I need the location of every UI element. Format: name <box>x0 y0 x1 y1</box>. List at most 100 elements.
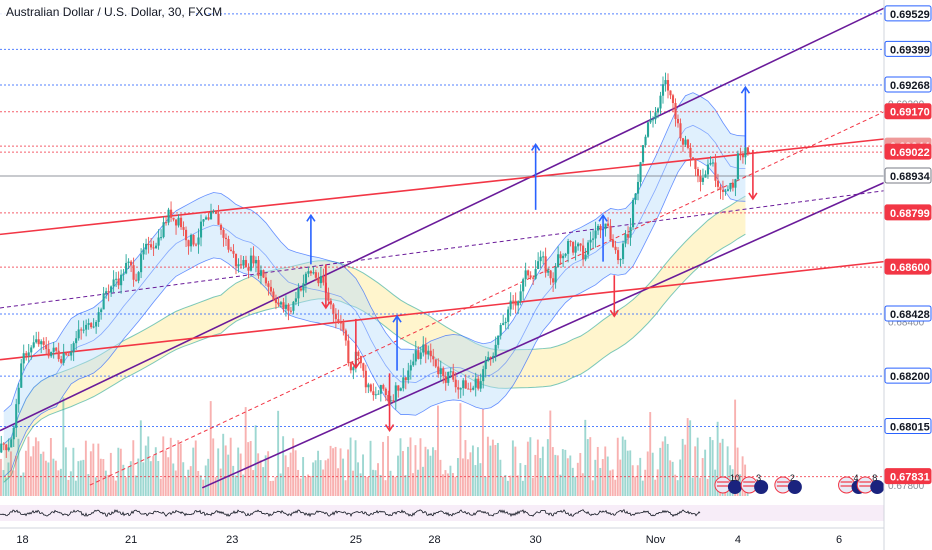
volume-bar <box>264 455 267 496</box>
candle-body <box>184 229 188 241</box>
candle-body <box>684 139 687 145</box>
volume-bar <box>674 474 677 496</box>
volume-bar <box>566 458 569 496</box>
volume-bar <box>322 469 325 496</box>
candle-body <box>179 217 183 228</box>
candle-body <box>137 272 140 281</box>
candle-body <box>477 378 480 389</box>
candle-body <box>619 259 622 261</box>
candle-body <box>649 119 652 123</box>
candle-body <box>539 256 542 262</box>
volume-bar <box>664 436 667 496</box>
volume-bar <box>269 480 272 496</box>
candle-body <box>332 304 335 314</box>
volume-bar <box>681 438 684 496</box>
volume-bar <box>514 446 517 496</box>
volume-bar <box>39 453 42 496</box>
candle-body <box>77 329 80 339</box>
candle-body <box>60 359 63 363</box>
candle-body <box>514 300 517 306</box>
volume-bar <box>699 477 702 496</box>
candle-body <box>547 270 550 273</box>
candle-body <box>402 377 405 389</box>
candle-body <box>669 90 672 96</box>
candle-body <box>127 261 130 263</box>
candle-body <box>224 237 228 240</box>
volume-bar <box>576 462 579 496</box>
volume-bar <box>32 446 35 496</box>
volume-bar <box>636 465 639 496</box>
candle-body <box>90 323 93 328</box>
ma-upper-line <box>3 195 746 445</box>
volume-bar <box>74 480 77 496</box>
volume-bar <box>207 458 210 496</box>
candle-body <box>661 84 665 96</box>
candle-body <box>242 259 245 266</box>
price-axis[interactable]: 0.692000.684000.678000.695290.693990.692… <box>884 5 932 492</box>
event-flag[interactable]: 2 <box>774 473 802 494</box>
volume-bar <box>0 458 2 496</box>
event-flag[interactable]: 8 <box>856 473 885 494</box>
volume-bar <box>299 478 302 496</box>
candle-body <box>272 291 275 300</box>
candle-body <box>414 350 417 362</box>
candle-body <box>489 357 492 359</box>
candle-body <box>626 234 630 238</box>
candle-body <box>452 371 455 380</box>
candle-body <box>120 274 123 286</box>
volume-bar <box>719 442 722 496</box>
volume-bar <box>407 446 409 496</box>
candle-body <box>199 221 203 238</box>
candle-body <box>259 270 263 276</box>
candle-body <box>746 147 749 154</box>
candle-body <box>187 240 190 247</box>
candle-body <box>322 276 325 283</box>
event-flag[interactable]: 3 <box>740 473 769 494</box>
candle-body <box>709 162 712 165</box>
candle-body <box>504 321 507 324</box>
volume-bar <box>247 442 250 496</box>
candle-body <box>534 269 537 279</box>
candle-body <box>239 264 243 266</box>
volume-bar <box>706 478 709 496</box>
events-row[interactable]: 10 3 2 4 8 <box>714 473 885 494</box>
event-count: 8 <box>872 473 877 483</box>
candle-body <box>5 444 8 451</box>
volume-bar <box>279 473 282 496</box>
volume-bar <box>439 459 442 496</box>
volume-bar <box>494 445 497 496</box>
volume-bar <box>267 451 270 496</box>
candle-body <box>559 254 562 259</box>
candle-body <box>701 177 705 182</box>
plot-area[interactable] <box>0 7 884 496</box>
candle-body <box>736 153 739 180</box>
time-axis[interactable]: 18 21 23 25 28 30 Nov 4 6 <box>16 534 842 546</box>
candle-body <box>22 353 25 364</box>
candle-body <box>611 239 615 247</box>
volume-bar <box>689 420 692 496</box>
event-flag[interactable]: 10 <box>714 473 742 494</box>
volume-bar <box>294 450 297 496</box>
event-count: 10 <box>730 473 740 483</box>
candle-body <box>572 242 575 253</box>
candle-body <box>374 394 377 396</box>
volume-bar <box>217 448 220 496</box>
volume-bar <box>451 473 454 496</box>
oscillator-band <box>0 505 884 521</box>
volume-bar <box>352 470 354 496</box>
volume-bar <box>501 476 504 496</box>
volume-bar <box>546 439 549 496</box>
candle-body <box>454 379 457 388</box>
volume-bar <box>214 477 217 496</box>
volume-bar <box>177 440 180 496</box>
candle-body <box>292 301 295 311</box>
candle-body <box>40 341 43 345</box>
volume-bar <box>604 446 607 496</box>
candle-body <box>474 378 477 388</box>
candle-body <box>42 341 45 345</box>
volume-bar <box>119 448 122 496</box>
time-tick-label: 6 <box>836 534 842 546</box>
event-count: 4 <box>854 473 859 483</box>
volume-bar <box>142 462 145 496</box>
volume-bar <box>641 480 644 496</box>
